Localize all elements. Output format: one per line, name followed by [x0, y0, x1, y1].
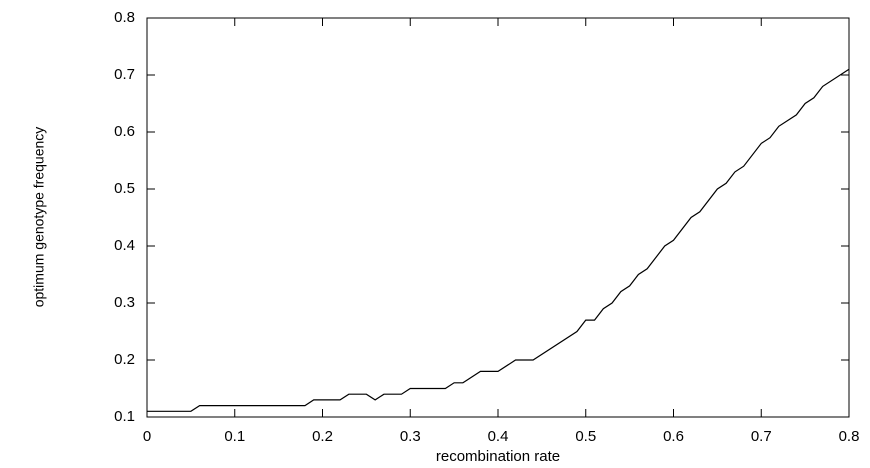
x-tick-label: 0.4 — [488, 428, 509, 445]
x-tick-label: 0.7 — [751, 428, 772, 445]
y-tick-label: 0.1 — [114, 408, 135, 425]
x-tick-label: 0.5 — [575, 428, 596, 445]
x-tick-label: 0.1 — [224, 428, 245, 445]
x-tick-label: 0.6 — [663, 428, 684, 445]
y-tick-label: 0.5 — [114, 180, 135, 197]
y-tick-label: 0.8 — [114, 9, 135, 26]
y-tick-label: 0.3 — [114, 294, 135, 311]
x-axis-label: recombination rate — [436, 448, 560, 465]
y-tick-label: 0.4 — [114, 237, 135, 254]
y-tick-label: 0.2 — [114, 351, 135, 368]
plot-frame — [146, 17, 850, 418]
x-tick-label: 0.8 — [839, 428, 860, 445]
y-tick-label: 0.6 — [114, 123, 135, 140]
data-line — [147, 68, 850, 412]
x-tick-label: 0.3 — [400, 428, 421, 445]
x-tick-label: 0.2 — [312, 428, 333, 445]
y-tick-label: 0.7 — [114, 66, 135, 83]
y-axis-label: optimum genotype frequency — [31, 127, 47, 308]
x-tick-label: 0 — [143, 428, 151, 445]
